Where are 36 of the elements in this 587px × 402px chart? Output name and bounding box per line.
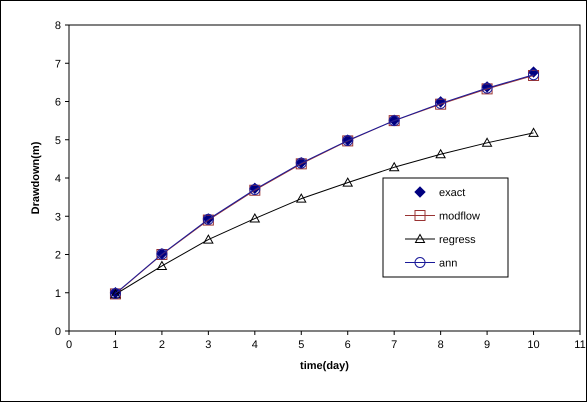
legend-label: ann	[439, 258, 458, 270]
y-tick-label: 8	[54, 20, 61, 32]
y-tick-label: 3	[54, 211, 61, 224]
point	[296, 194, 306, 203]
x-tick-label: 2	[158, 339, 165, 351]
y-tick-label: 5	[54, 134, 61, 147]
x-tick-label: 6	[344, 339, 351, 351]
point	[250, 214, 260, 223]
x-tick-label: 0	[66, 339, 72, 351]
y-tick-label: 7	[54, 58, 61, 70]
x-tick-label: 4	[252, 339, 258, 351]
point	[436, 149, 446, 158]
x-tick-label: 5	[298, 339, 304, 351]
point	[203, 234, 214, 244]
point	[389, 162, 400, 172]
x-tick-label: 3	[205, 339, 212, 351]
point	[342, 178, 353, 187]
point	[528, 128, 539, 137]
x-tick-label: 7	[391, 339, 398, 351]
legend-label: modflow	[439, 210, 480, 222]
legend-label: exact	[439, 187, 466, 199]
x-tick-label: 1	[112, 339, 119, 351]
y-tick-label: 4	[54, 173, 61, 185]
x-axis-title: time(day)	[300, 360, 350, 372]
x-tick-label: 10	[527, 339, 540, 351]
y-tick-label: 1	[54, 288, 61, 300]
y-tick-label: 6	[54, 96, 61, 108]
point	[156, 260, 167, 270]
x-tick-label: 11	[574, 339, 586, 351]
point	[482, 138, 492, 147]
x-tick-label: 8	[438, 339, 444, 351]
legend-label: regress	[439, 234, 476, 246]
y-tick-label: 0	[54, 326, 61, 338]
y-axis-title: Drawdown(m)	[30, 141, 42, 214]
x-tick-label: 9	[484, 339, 490, 351]
y-tick-label: 2	[54, 250, 61, 262]
